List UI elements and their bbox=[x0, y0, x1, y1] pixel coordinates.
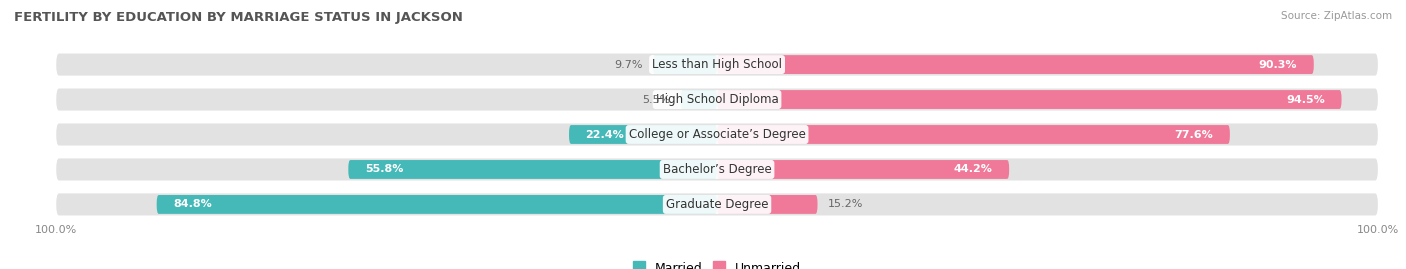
FancyBboxPatch shape bbox=[56, 123, 1378, 146]
Text: Graduate Degree: Graduate Degree bbox=[666, 198, 768, 211]
FancyBboxPatch shape bbox=[56, 158, 1378, 180]
Text: 84.8%: 84.8% bbox=[173, 199, 212, 210]
FancyBboxPatch shape bbox=[569, 125, 717, 144]
Legend: Married, Unmarried: Married, Unmarried bbox=[633, 261, 801, 269]
Text: 90.3%: 90.3% bbox=[1258, 59, 1298, 70]
Text: Bachelor’s Degree: Bachelor’s Degree bbox=[662, 163, 772, 176]
FancyBboxPatch shape bbox=[681, 90, 717, 109]
Text: FERTILITY BY EDUCATION BY MARRIAGE STATUS IN JACKSON: FERTILITY BY EDUCATION BY MARRIAGE STATU… bbox=[14, 11, 463, 24]
Text: 9.7%: 9.7% bbox=[614, 59, 643, 70]
Text: Less than High School: Less than High School bbox=[652, 58, 782, 71]
Text: 94.5%: 94.5% bbox=[1286, 94, 1324, 105]
FancyBboxPatch shape bbox=[652, 55, 717, 74]
Text: College or Associate’s Degree: College or Associate’s Degree bbox=[628, 128, 806, 141]
Text: 77.6%: 77.6% bbox=[1174, 129, 1213, 140]
FancyBboxPatch shape bbox=[56, 89, 1378, 111]
FancyBboxPatch shape bbox=[717, 90, 1341, 109]
FancyBboxPatch shape bbox=[349, 160, 717, 179]
FancyBboxPatch shape bbox=[56, 193, 1378, 215]
FancyBboxPatch shape bbox=[717, 195, 817, 214]
Text: High School Diploma: High School Diploma bbox=[655, 93, 779, 106]
Text: 55.8%: 55.8% bbox=[364, 164, 404, 175]
FancyBboxPatch shape bbox=[56, 54, 1378, 76]
FancyBboxPatch shape bbox=[156, 195, 717, 214]
Text: 5.5%: 5.5% bbox=[643, 94, 671, 105]
FancyBboxPatch shape bbox=[717, 125, 1230, 144]
FancyBboxPatch shape bbox=[717, 160, 1010, 179]
FancyBboxPatch shape bbox=[717, 55, 1313, 74]
Text: Source: ZipAtlas.com: Source: ZipAtlas.com bbox=[1281, 11, 1392, 21]
Text: 22.4%: 22.4% bbox=[585, 129, 624, 140]
Text: 44.2%: 44.2% bbox=[953, 164, 993, 175]
Text: 15.2%: 15.2% bbox=[827, 199, 863, 210]
